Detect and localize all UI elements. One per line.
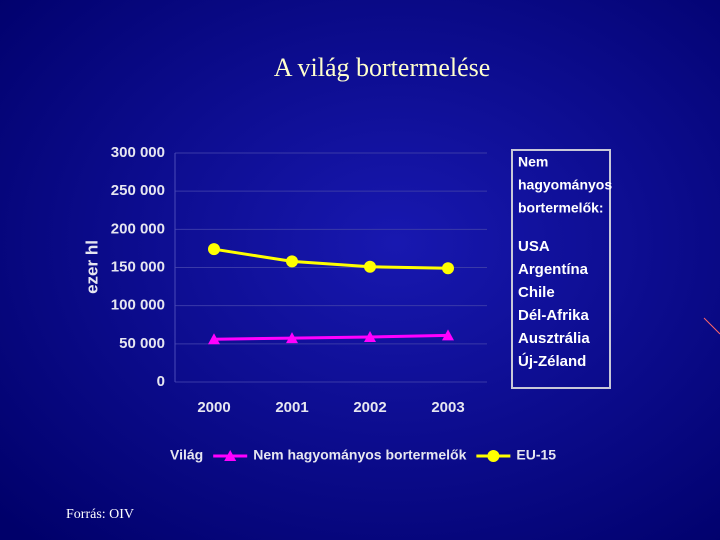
note-item: Argentína — [518, 261, 589, 278]
data-point — [364, 330, 376, 342]
y-tick-label: 0 — [157, 373, 165, 390]
legend-marker — [487, 450, 500, 462]
data-point — [208, 333, 220, 345]
note-item: USA — [518, 238, 550, 255]
note-heading: bortermelők: — [518, 200, 604, 216]
note-item: Ausztrália — [518, 330, 590, 347]
y-tick-label: 50 000 — [119, 335, 165, 352]
y-tick-label: 250 000 — [111, 182, 165, 199]
note-item: Dél-Afrika — [518, 307, 590, 324]
x-tick-label: 2003 — [431, 399, 464, 416]
note-item: Chile — [518, 284, 555, 301]
y-tick-label: 100 000 — [111, 297, 165, 314]
data-point — [442, 262, 454, 275]
note-box — [511, 149, 611, 389]
source: Forrás: OIV — [66, 507, 134, 522]
series-line — [213, 333, 449, 341]
y-tick-label: 300 000 — [111, 144, 165, 161]
note-item: Új-Zéland — [518, 352, 586, 370]
legend-marker — [224, 450, 237, 461]
chart-title: A világ bortermelése — [274, 53, 491, 82]
legend-label: EU-15 — [516, 447, 556, 463]
legend-label: Világ — [170, 447, 203, 463]
note-heading: hagyományos — [518, 177, 612, 193]
y-tick-label: 150 000 — [111, 258, 165, 275]
y-tick-label: 200 000 — [111, 220, 165, 237]
decoration — [703, 317, 720, 335]
legend-label: Nem hagyományos bortermelők — [253, 447, 466, 463]
data-point — [286, 332, 298, 344]
x-tick-label: 2001 — [275, 399, 308, 416]
y-axis-label: ezer hl — [82, 240, 101, 294]
x-tick-label: 2002 — [353, 399, 386, 416]
note-heading: Nem — [518, 154, 548, 170]
data-point — [364, 260, 376, 273]
x-tick-label: 2000 — [197, 399, 230, 416]
data-point — [286, 255, 298, 268]
series-line — [213, 247, 449, 270]
data-point — [442, 329, 454, 341]
data-point — [208, 243, 220, 256]
